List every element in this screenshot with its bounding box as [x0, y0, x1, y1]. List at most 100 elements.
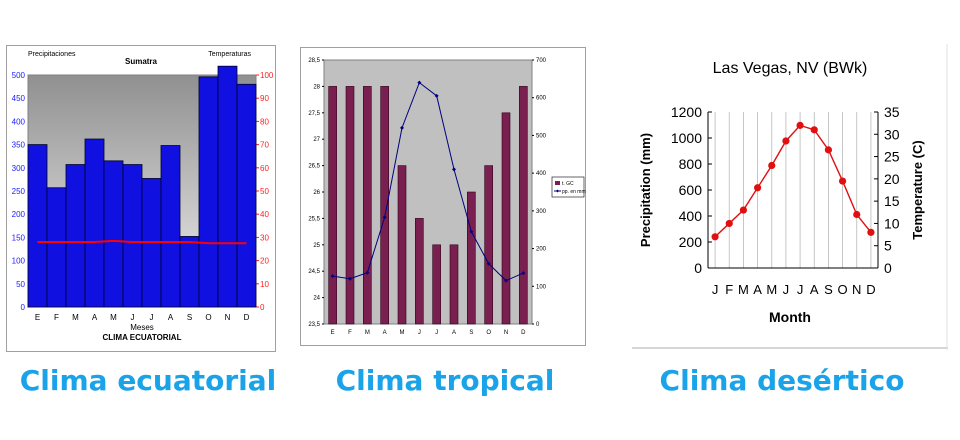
caption-tropical: Clima tropical	[335, 364, 555, 397]
y-tick-label-right: 5	[884, 238, 892, 254]
y-tick-label-right: 0	[260, 303, 265, 312]
y-tick-label-left: 26,5	[308, 164, 320, 170]
data-point	[838, 177, 847, 185]
chart-title: Sumatra	[125, 57, 158, 66]
y-tick-label-left: 200	[12, 210, 26, 219]
data-point	[782, 137, 790, 145]
legend-label-temperature: t. GC	[562, 181, 574, 187]
data-point	[739, 206, 748, 214]
data-point	[434, 93, 439, 98]
y-tick-label-left: 24	[313, 296, 320, 302]
y-tick-label-right: 30	[260, 233, 269, 242]
x-tick-label: J	[712, 282, 719, 297]
x-tick-label: E	[331, 330, 335, 336]
y-tick-label-right: 300	[536, 209, 547, 215]
y-tick-label-left: 26	[313, 190, 320, 196]
x-tick-label: M	[738, 282, 749, 297]
y-tick-label-left: 450	[12, 94, 26, 103]
data-point	[711, 233, 719, 241]
y-tick-label-left: 800	[679, 156, 703, 172]
x-tick-label: M	[365, 330, 370, 336]
data-point	[400, 125, 404, 130]
x-tick-label: F	[348, 330, 352, 336]
legend-label-precipitation: pp. en mm.	[562, 189, 586, 195]
bar	[345, 86, 355, 325]
bar	[236, 83, 257, 308]
y-tick-label-left: 150	[12, 233, 26, 242]
data-point	[824, 146, 833, 154]
y-tick-label-right: 0	[884, 260, 892, 276]
y-tick-label-right: 25	[884, 149, 900, 165]
y-tick-label-right: 60	[260, 164, 269, 173]
chart-equatorial: PrecipitacionesSumatraTemperaturas050100…	[6, 45, 276, 352]
x-tick-label: J	[797, 282, 804, 297]
y-tick-label-right: 100	[260, 71, 274, 80]
data-point	[796, 121, 804, 129]
y-tick-label-right: 200	[536, 247, 547, 253]
bar	[103, 160, 124, 308]
chart-panel-tropical: 23,5 24 24,5 25 25,5 26 26,5 27 27,5 28 28,5 0 100 20…	[300, 47, 587, 346]
x-tick-label: N	[504, 330, 508, 336]
y-tick-label-left: 500	[12, 71, 26, 80]
bar	[380, 86, 389, 325]
data-point	[725, 219, 733, 228]
x-axis-title: Meses	[130, 323, 154, 332]
x-tick-label: M	[400, 330, 405, 336]
x-tick-label: A	[452, 330, 456, 336]
y-tick-label-left: 27,5	[308, 111, 320, 117]
x-tick-label: J	[150, 313, 154, 322]
legend: t. GC pp. en mm.	[551, 176, 587, 198]
x-tick-label: D	[521, 330, 526, 336]
x-tick-label: J	[435, 330, 438, 336]
y-tick-label-right: 90	[260, 94, 269, 103]
y-tick-label-right: 400	[536, 171, 547, 177]
x-tick-label: M	[766, 282, 777, 297]
bar	[179, 236, 200, 308]
x-tick-label: A	[383, 330, 387, 336]
x-tick-label: A	[810, 282, 819, 297]
y-tick-label-right: 30	[884, 126, 900, 142]
x-tick-label: A	[753, 282, 762, 297]
y-tick-label-right: 50	[260, 187, 269, 196]
bar	[160, 145, 181, 308]
x-tick-label: J	[783, 282, 790, 297]
data-point	[469, 229, 474, 234]
chart-panel-equatorial: Precipitaciones Sumatra Temperaturas 0 50 100…	[6, 45, 276, 352]
y-tick-label-left: 1200	[671, 104, 702, 120]
data-point	[330, 274, 335, 279]
x-tick-label: N	[225, 313, 231, 322]
y-tick-label-left: 400	[679, 208, 703, 224]
y-tick-label-left: 600	[679, 182, 703, 198]
caption-desert: Clima desértico	[659, 364, 905, 397]
y-tick-label-right: 600	[536, 96, 547, 102]
chart-title: Las Vegas, NV (BWk)	[713, 60, 868, 77]
y-axis-title-left: Precipitation (mm)	[638, 133, 653, 247]
y-tick-label-right: 40	[260, 210, 269, 219]
y-tick-label-right: 700	[536, 58, 547, 64]
y-tick-label-left: 25	[313, 243, 320, 249]
y-tick-label-left: 28,5	[308, 58, 320, 64]
bar	[65, 164, 86, 308]
x-tick-label: O	[486, 330, 491, 336]
y-tick-label-right: 100	[536, 284, 547, 290]
temperature-line	[37, 239, 247, 245]
y-tick-label-right: 0	[536, 322, 540, 328]
y-tick-label-left: 250	[12, 187, 26, 196]
legend-marker	[556, 189, 559, 193]
caption-equatorial: Clima ecuatorial	[19, 364, 277, 397]
y-tick-label-left: 100	[12, 257, 26, 266]
bar	[467, 191, 476, 325]
y-tick-label-left: 24,5	[308, 269, 320, 275]
data-point	[382, 215, 387, 220]
chart-panel-desert: 0 200 400 600 800 1000 1200 0 5 10 15 20 25 30 35 J F M A M…	[632, 44, 948, 350]
data-point	[753, 184, 762, 192]
y-tick-label-right: 10	[884, 215, 900, 231]
x-tick-label: S	[469, 330, 473, 336]
y-tick-label-left: 400	[12, 117, 26, 126]
y-tick-label-left: 23,5	[308, 322, 320, 328]
x-tick-label: F	[54, 313, 59, 322]
bar	[501, 112, 511, 325]
bar	[449, 244, 459, 325]
data-point	[521, 271, 526, 276]
bar	[122, 164, 143, 308]
